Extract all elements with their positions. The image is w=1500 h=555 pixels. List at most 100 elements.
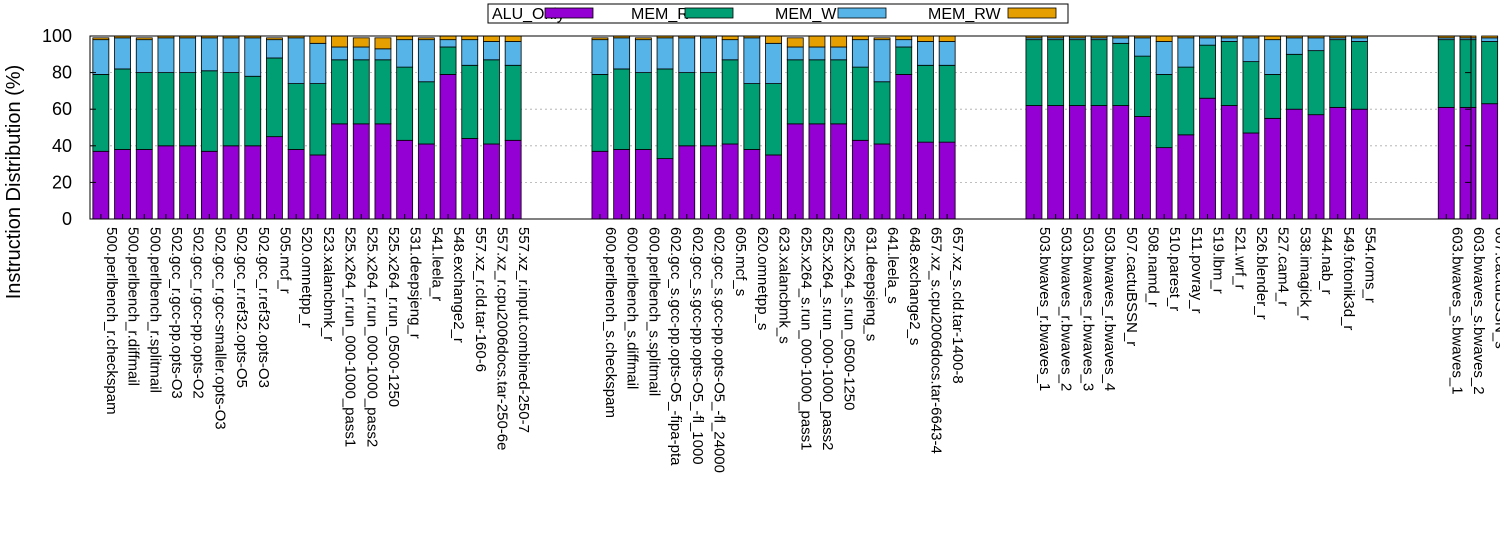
x-tick-label: 600.perlbench_s.splitmail [645, 227, 662, 396]
bar-segment-mem-r [1329, 39, 1347, 108]
x-tick-label: 520.omnetpp_r [298, 227, 315, 328]
bar-segment-alu-only [1264, 117, 1282, 220]
bar-segment-mem-r [287, 83, 305, 150]
bar-segment-mem-r [1047, 39, 1065, 106]
bar-segment-mem-r [786, 59, 804, 125]
bar-segment-mem-rw [92, 37, 110, 41]
bar-segment-mem-r [1242, 61, 1260, 134]
bar-segment-mem-rw [830, 35, 848, 48]
bar-segment-alu-only [439, 74, 457, 220]
x-tick-label: 502.gcc_r.gcc-smaller.opts-O3 [211, 227, 228, 430]
y-tick-label: 80 [52, 63, 72, 83]
bar-segment-mem-rw [1155, 35, 1173, 42]
bar-segment-mem-rw [851, 35, 869, 41]
bar-segment-mem-w [1220, 37, 1238, 42]
bar-segment-mem-r [1264, 74, 1282, 119]
bar-segment-mem-w [222, 37, 240, 74]
x-tick-label: 538.imagick_r [1296, 227, 1313, 320]
bar-segment-mem-r [851, 66, 869, 141]
bar-segment-mem-w [439, 39, 457, 48]
bar-segment-alu-only [917, 141, 934, 220]
bar-segment-mem-r [200, 70, 218, 152]
bar-segment-alu-only [1329, 106, 1347, 220]
bar-segment-mem-r [808, 59, 826, 125]
bar-segment-mem-w [1155, 41, 1173, 75]
bar-segment-alu-only [830, 123, 848, 220]
x-tick-label: 549.fotonik3d_r [1340, 227, 1357, 330]
bar-segment-mem-rw [1264, 35, 1282, 41]
x-tick-label: 554.roms_r [1361, 227, 1378, 303]
bar-segment-mem-r [417, 81, 435, 145]
x-tick-label: 502.gcc_r.ref32.opts-O3 [255, 227, 272, 388]
bars [92, 35, 1499, 220]
bar-segment-mem-rw [135, 37, 153, 41]
bar-segment-alu-only [1112, 105, 1130, 220]
bar-segment-alu-only [938, 141, 956, 220]
bar-segment-mem-w [417, 39, 435, 83]
bar-segment-mem-rw [504, 35, 522, 42]
bar-segment-alu-only [873, 143, 891, 220]
bar-segment-alu-only [1220, 105, 1238, 220]
x-tick-label: 605.mcf_s [732, 227, 749, 296]
x-tick-label: 531.deepsjeng_r [407, 227, 424, 339]
bar-segment-alu-only [1481, 103, 1499, 220]
bar-segment-mem-rw [374, 37, 392, 50]
bar-segment-mem-r [917, 64, 934, 143]
bar-segment-alu-only [1068, 105, 1086, 220]
bar-segment-mem-w [917, 41, 934, 66]
x-tick-label: 500.perlbench_r.checkspam [103, 227, 120, 415]
bar-segment-alu-only [483, 143, 500, 220]
bar-segment-mem-w [483, 41, 500, 61]
x-tick-label: 603.bwaves_s.bwaves_1 [1448, 227, 1465, 395]
bar-segment-alu-only [504, 139, 522, 220]
x-tick-label: 641.leela_s [884, 227, 901, 304]
bar-segment-mem-w [1285, 37, 1303, 55]
x-axis: 500.perlbench_r.checkspam 500.perlbench_r… [100, 214, 1500, 473]
bar-segment-alu-only [613, 149, 631, 220]
bar-segment-alu-only [266, 136, 283, 220]
x-tick-label: 557.xz_r.cpu2006docs.tar-250-6e [493, 227, 510, 450]
x-tick-label: 507.cactuBSSN_r [1123, 227, 1140, 346]
y-tick-label: 60 [52, 99, 72, 119]
legend-label: MEM_R [631, 6, 689, 23]
legend-box [487, 3, 1069, 24]
bar-segment-mem-rw [938, 35, 956, 42]
bar-segment-alu-only [634, 149, 652, 220]
bar-segment-mem-w [504, 41, 522, 66]
bar-segment-mem-r [678, 72, 696, 147]
bar-segment-alu-only [92, 150, 110, 220]
bar-segment-mem-rw [591, 37, 609, 41]
bar-segment-mem-r [1090, 39, 1108, 106]
bar-segment-mem-w [656, 37, 674, 70]
x-tick-label: 510.parest_r [1166, 227, 1183, 311]
bar-segment-alu-only [114, 149, 131, 220]
bar-segment-mem-w [808, 46, 826, 61]
bar-segment-mem-r [244, 75, 262, 147]
bar-segment-mem-r [938, 64, 956, 143]
bar-segment-mem-w [1264, 39, 1282, 75]
bar-segment-mem-r [743, 83, 761, 150]
bar-segment-mem-rw [266, 37, 283, 41]
bar-segment-alu-only [287, 149, 305, 220]
legend-label: MEM_W [775, 6, 837, 23]
x-tick-label: 500.perlbench_r.diffmail [125, 227, 142, 386]
x-tick-label: 620.omnetpp_s [754, 227, 771, 330]
x-tick-label: 508.namd_r [1144, 227, 1161, 307]
bar-segment-mem-w [244, 37, 262, 77]
x-tick-label: 525.x264_r.run_000-1000_pass1 [342, 227, 359, 447]
bar-segment-mem-w [1351, 37, 1368, 42]
bar-segment-mem-w [895, 39, 913, 48]
bar-segment-mem-w [634, 39, 652, 73]
bar-segment-mem-rw [1481, 35, 1499, 39]
bar-segment-mem-r [1285, 53, 1303, 110]
bar-segment-alu-only [721, 143, 739, 220]
bar-segment-mem-rw [786, 37, 804, 48]
x-tick-label: 557.xz_r.input.combined-250-7 [515, 227, 532, 433]
x-tick-label: 526.blender_r [1253, 227, 1270, 320]
bar-segment-alu-only [1199, 97, 1216, 220]
bar-segment-alu-only [309, 154, 327, 220]
bar-segment-mem-w [1242, 37, 1260, 63]
bar-segment-alu-only [700, 145, 717, 220]
bar-segment-alu-only [1351, 108, 1368, 220]
